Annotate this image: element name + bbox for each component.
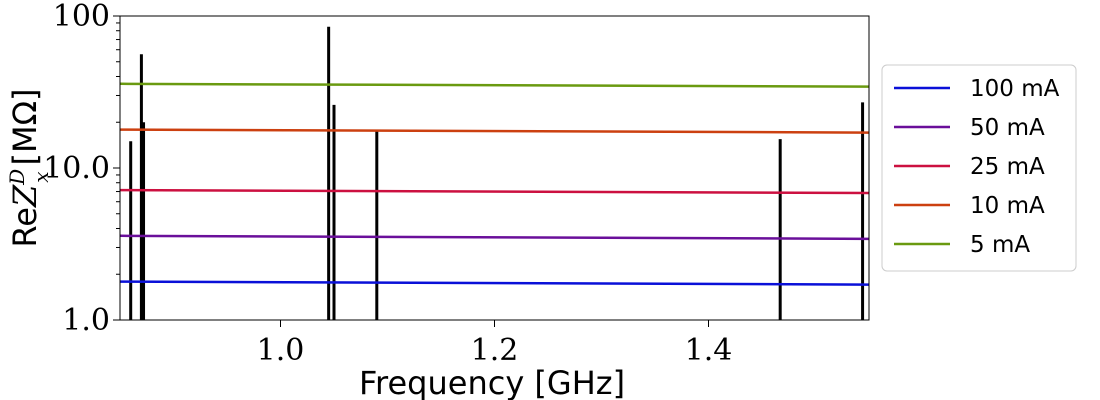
resonance-layer <box>129 26 865 320</box>
y-tick-label: 100 <box>53 0 110 34</box>
series-line <box>119 82 870 88</box>
legend-label: 10 mA <box>970 193 1045 219</box>
series-line <box>119 280 870 286</box>
y-tick-label: 10.0 <box>43 151 110 186</box>
x-tick-label: 1.0 <box>257 333 305 368</box>
series-line <box>119 188 870 195</box>
legend-label: 5 mA <box>970 232 1030 258</box>
x-tick-label: 1.4 <box>685 333 733 368</box>
legend-entries: 100 mA 50 mA 25 mA 10 mA 5 mA <box>894 76 1060 258</box>
y-tick-label: 1.0 <box>62 303 110 338</box>
legend-label: 50 mA <box>970 115 1045 141</box>
legend-label: 25 mA <box>970 154 1045 180</box>
legend: 100 mA 50 mA 25 mA 10 mA 5 mA <box>881 64 1077 272</box>
series-line <box>119 128 870 134</box>
axis-layer: 1.0 1.2 1.4 1.0 10.0 100 <box>43 0 732 368</box>
plot-frame <box>119 15 870 321</box>
x-axis-title: Frequency [GHz] <box>359 364 625 400</box>
x-tick-label: 1.2 <box>471 333 519 368</box>
legend-box <box>881 64 1077 272</box>
series-line <box>119 234 870 241</box>
series-layer <box>119 82 870 286</box>
y-axis-title: ReZDx[MΩ] <box>5 88 53 247</box>
legend-label: 100 mA <box>970 76 1060 102</box>
